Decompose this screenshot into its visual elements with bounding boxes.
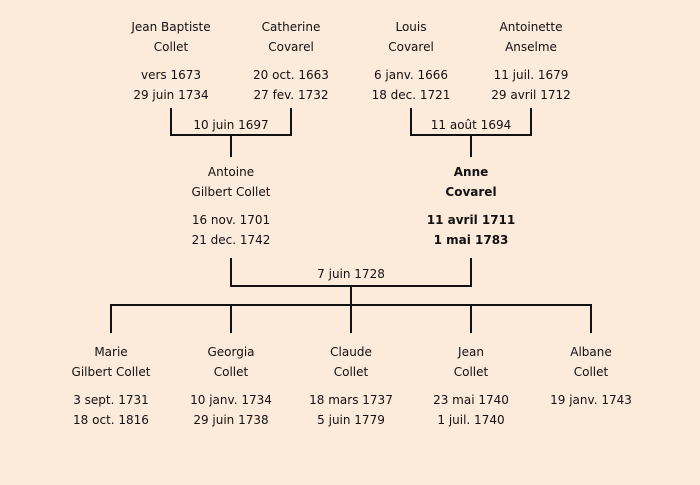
name-last: Collet <box>333 365 369 379</box>
marriage-date: 10 juin 1697 <box>193 118 269 132</box>
death-date: 29 juin 1734 <box>133 88 209 102</box>
person-card: Jean Baptiste Collet vers 1673 29 juin 1734 <box>111 17 231 105</box>
name-first: Anne <box>453 165 489 179</box>
name-last: Covarel <box>445 185 497 199</box>
connector-left-grandparents <box>170 108 292 157</box>
birth-date: 11 avril 1711 <box>426 213 516 227</box>
birth-date: vers 1673 <box>140 68 202 82</box>
death-date: 29 avril 1712 <box>491 88 571 102</box>
name-first: Antoinette <box>499 20 563 34</box>
connector-right-grandparents <box>410 108 532 157</box>
name-first: Louis <box>395 20 427 34</box>
death-date: 27 fev. 1732 <box>253 88 329 102</box>
birth-date: 19 janv. 1743 <box>550 393 632 407</box>
death-date: 1 juil. 1740 <box>437 413 505 427</box>
name-first: Claude <box>330 345 372 359</box>
person-card: Albane Collet 19 janv. 1743 <box>531 342 651 430</box>
death-date: 18 oct. 1816 <box>73 413 149 427</box>
name-first: Georgia <box>207 345 255 359</box>
death-date: 21 dec. 1742 <box>191 233 271 247</box>
person-card: Marie Gilbert Collet 3 sept. 1731 18 oct. 1… <box>51 342 171 430</box>
connector-children <box>110 304 592 333</box>
name-first: Jean <box>458 345 484 359</box>
birth-date: 11 juil. 1679 <box>493 68 569 82</box>
name-last: Collet <box>213 365 249 379</box>
birth-date: 20 oct. 1663 <box>253 68 329 82</box>
name-first: Catherine <box>261 20 321 34</box>
birth-date: 6 janv. 1666 <box>373 68 449 82</box>
name-last: Covarel <box>268 40 314 54</box>
connector-parents <box>230 258 472 305</box>
name-first: Marie <box>94 345 128 359</box>
name-last: Anselme <box>505 40 557 54</box>
person-card: Catherine Covarel 20 oct. 1663 27 fev. 1732 <box>231 17 351 105</box>
marriage-date: 11 août 1694 <box>430 118 512 132</box>
person-card: Anne Covarel 11 avril 1711 1 mai 1783 <box>411 162 531 250</box>
birth-date: 3 sept. 1731 <box>73 393 149 407</box>
name-last: Covarel <box>388 40 434 54</box>
person-card: Antoinette Anselme 11 juil. 1679 29 avril 1… <box>471 17 591 105</box>
birth-date: 23 mai 1740 <box>433 393 509 407</box>
name-last: Collet <box>453 365 489 379</box>
name-last: Collet <box>573 365 609 379</box>
person-card: Claude Collet 18 mars 1737 5 juin 1779 <box>291 342 411 430</box>
birth-date: 10 janv. 1734 <box>190 393 272 407</box>
birth-date: 16 nov. 1701 <box>191 213 271 227</box>
death-date: 18 dec. 1721 <box>371 88 451 102</box>
name-last: Collet <box>153 40 189 54</box>
person-card: Louis Covarel 6 janv. 1666 18 dec. 1721 <box>351 17 471 105</box>
death-date: 1 mai 1783 <box>433 233 509 247</box>
name-first: Antoine <box>207 165 255 179</box>
death-date: 5 juin 1779 <box>317 413 385 427</box>
person-card: Antoine Gilbert Collet 16 nov. 1701 21 dec.… <box>171 162 291 250</box>
marriage-date: 7 juin 1728 <box>317 267 385 281</box>
name-last: Gilbert Collet <box>191 185 271 199</box>
death-date: 29 juin 1738 <box>193 413 269 427</box>
person-card: Jean Collet 23 mai 1740 1 juil. 1740 <box>411 342 531 430</box>
death-date <box>531 410 651 430</box>
person-card: Georgia Collet 10 janv. 1734 29 juin 1738 <box>171 342 291 430</box>
name-last: Gilbert Collet <box>71 365 151 379</box>
name-first: Albane <box>570 345 612 359</box>
name-first: Jean Baptiste <box>131 20 211 34</box>
birth-date: 18 mars 1737 <box>309 393 393 407</box>
